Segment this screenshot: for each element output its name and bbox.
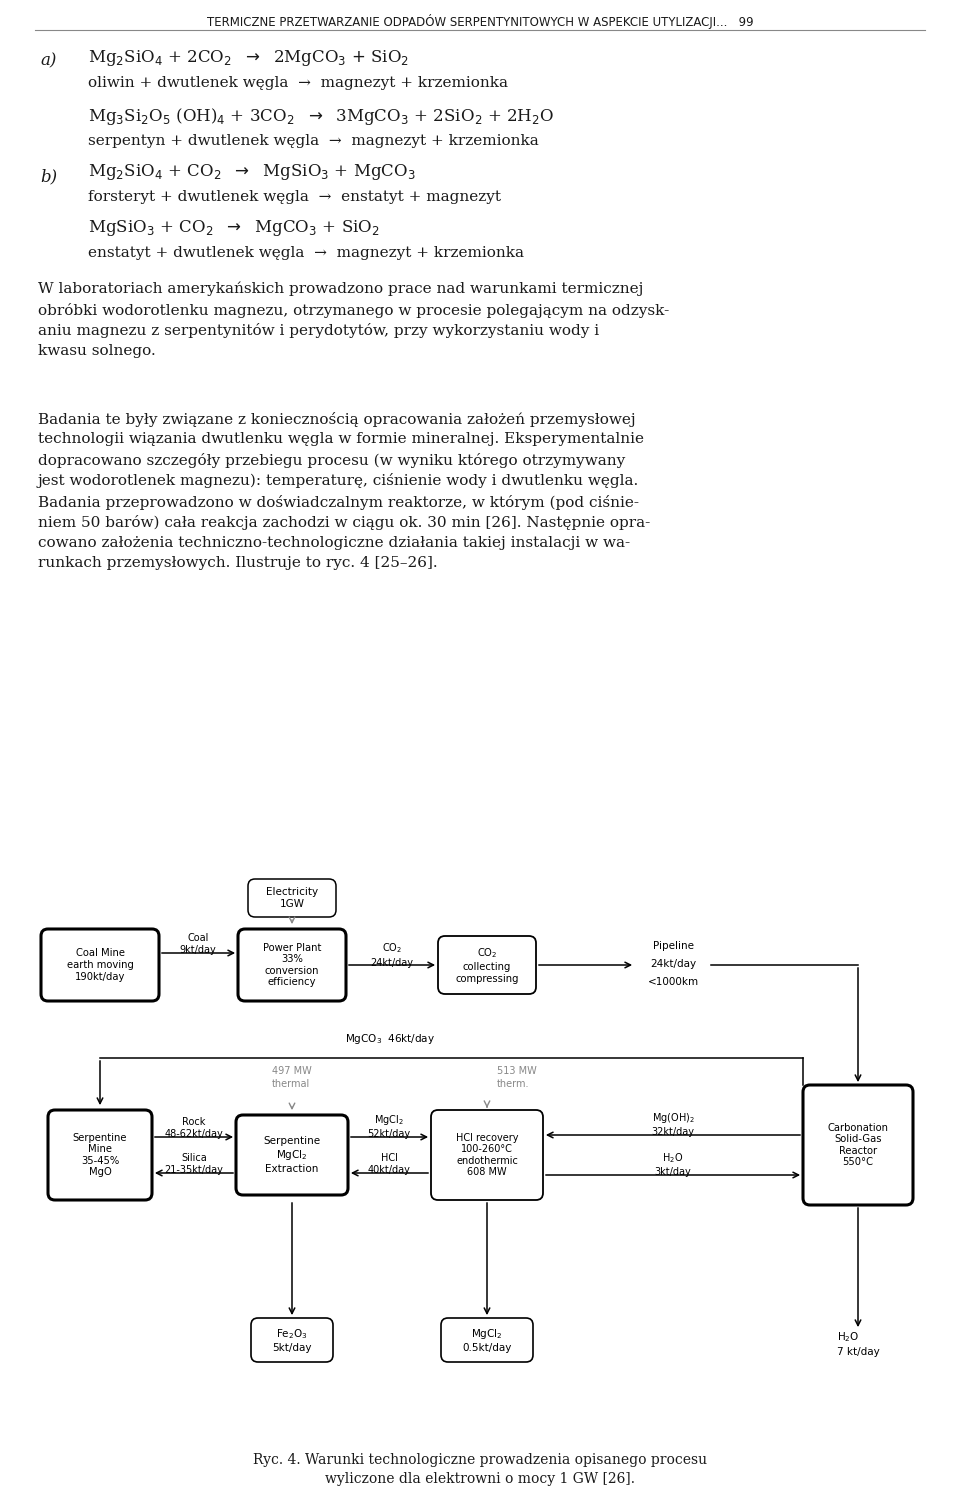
FancyBboxPatch shape <box>248 880 336 917</box>
Text: oliwin + dwutlenek węgla  →  magnezyt + krzemionka: oliwin + dwutlenek węgla → magnezyt + kr… <box>88 75 508 91</box>
FancyBboxPatch shape <box>431 1111 543 1200</box>
Text: forsteryt + dwutlenek węgla  →  enstatyt + magnezyt: forsteryt + dwutlenek węgla → enstatyt +… <box>88 190 501 204</box>
Text: Mg(OH)$_2$: Mg(OH)$_2$ <box>652 1111 694 1126</box>
FancyBboxPatch shape <box>48 1111 152 1200</box>
Text: b): b) <box>40 167 58 186</box>
Text: CO$_2$
collecting
compressing: CO$_2$ collecting compressing <box>455 946 518 984</box>
Text: Coal: Coal <box>187 933 208 943</box>
Text: HCl: HCl <box>380 1153 397 1163</box>
Text: W laboratoriach amerykańskich prowadzono prace nad warunkami termicznej
obróbki : W laboratoriach amerykańskich prowadzono… <box>38 282 669 358</box>
Text: 9kt/day: 9kt/day <box>180 945 216 955</box>
Text: a): a) <box>40 51 57 69</box>
Text: serpentyn + dwutlenek węgla  →  magnezyt + krzemionka: serpentyn + dwutlenek węgla → magnezyt +… <box>88 134 539 148</box>
Text: 497 MW
thermal: 497 MW thermal <box>272 1065 312 1089</box>
Text: MgCl$_2$
0.5kt/day: MgCl$_2$ 0.5kt/day <box>463 1328 512 1352</box>
Text: 52kt/day: 52kt/day <box>368 1129 411 1139</box>
Text: Mg$_3$Si$_2$O$_5$ (OH)$_4$ + 3CO$_2$  $\rightarrow$  3MgCO$_3$ + 2SiO$_2$ + 2H$_: Mg$_3$Si$_2$O$_5$ (OH)$_4$ + 3CO$_2$ $\r… <box>88 106 554 127</box>
Text: 40kt/day: 40kt/day <box>368 1165 411 1176</box>
Text: Serpentine
Mine
35-45%
MgO: Serpentine Mine 35-45% MgO <box>73 1133 128 1177</box>
Text: Mg$_2$SiO$_4$ + 2CO$_2$  $\rightarrow$  2MgCO$_3$ $+$ SiO$_2$: Mg$_2$SiO$_4$ + 2CO$_2$ $\rightarrow$ 2M… <box>88 48 409 68</box>
Text: 24kt/day: 24kt/day <box>371 958 414 967</box>
Text: 513 MW
therm.: 513 MW therm. <box>497 1065 537 1089</box>
Text: TERMICZNE PRZETWARZANIE ODPADÓW SERPENTYNITOWYCH W ASPEKCIE UTYLIZACJI...   99: TERMICZNE PRZETWARZANIE ODPADÓW SERPENTY… <box>206 14 754 29</box>
FancyBboxPatch shape <box>441 1317 533 1363</box>
Text: Carbonation
Solid-Gas
Reactor
550°C: Carbonation Solid-Gas Reactor 550°C <box>828 1123 889 1168</box>
FancyBboxPatch shape <box>236 1115 348 1195</box>
Text: 3kt/day: 3kt/day <box>655 1166 691 1177</box>
Text: CO$_2$: CO$_2$ <box>382 942 402 955</box>
Text: H$_2$O: H$_2$O <box>662 1151 684 1165</box>
Text: Coal Mine
earth moving
190kt/day: Coal Mine earth moving 190kt/day <box>66 948 133 981</box>
Text: Serpentine
MgCl$_2$
Extraction: Serpentine MgCl$_2$ Extraction <box>263 1136 321 1174</box>
FancyBboxPatch shape <box>803 1085 913 1206</box>
Text: Electricity
1GW: Electricity 1GW <box>266 887 318 908</box>
Text: Fe$_2$O$_3$
5kt/day: Fe$_2$O$_3$ 5kt/day <box>273 1328 312 1352</box>
Text: 48-62kt/day: 48-62kt/day <box>164 1129 224 1139</box>
Text: Ryc. 4. Warunki technologiczne prowadzenia opisanego procesu
wyliczone dla elekt: Ryc. 4. Warunki technologiczne prowadzen… <box>252 1453 708 1486</box>
Text: <1000km: <1000km <box>647 976 699 987</box>
Text: 24kt/day: 24kt/day <box>650 960 696 969</box>
Text: MgCl$_2$: MgCl$_2$ <box>374 1114 404 1127</box>
Text: MgCO$_3$  46kt/day: MgCO$_3$ 46kt/day <box>345 1032 435 1046</box>
Text: Mg$_2$SiO$_4$ + CO$_2$  $\rightarrow$  MgSiO$_3$ + MgCO$_3$: Mg$_2$SiO$_4$ + CO$_2$ $\rightarrow$ MgS… <box>88 161 416 183</box>
Text: Badania te były związane z koniecznością opracowania założeń przemysłowej
techno: Badania te były związane z koniecznością… <box>38 412 650 569</box>
Text: Silica: Silica <box>181 1153 206 1163</box>
FancyBboxPatch shape <box>438 936 536 994</box>
FancyBboxPatch shape <box>238 930 346 1000</box>
Text: enstatyt + dwutlenek węgla  →  magnezyt + krzemionka: enstatyt + dwutlenek węgla → magnezyt + … <box>88 246 524 260</box>
Text: H$_2$O
7 kt/day: H$_2$O 7 kt/day <box>836 1329 879 1357</box>
FancyBboxPatch shape <box>251 1317 333 1363</box>
Text: Rock: Rock <box>182 1117 205 1127</box>
Text: Pipeline: Pipeline <box>653 942 693 951</box>
Text: HCl recovery
100-260°C
endothermic
608 MW: HCl recovery 100-260°C endothermic 608 M… <box>456 1133 518 1177</box>
Text: 32kt/day: 32kt/day <box>652 1127 694 1136</box>
Text: Power Plant
33%
conversion
efficiency: Power Plant 33% conversion efficiency <box>263 943 322 987</box>
Text: MgSiO$_3$ + CO$_2$  $\rightarrow$  MgCO$_3$ + SiO$_2$: MgSiO$_3$ + CO$_2$ $\rightarrow$ MgCO$_3… <box>88 217 380 238</box>
FancyBboxPatch shape <box>41 930 159 1000</box>
Text: 21-35kt/day: 21-35kt/day <box>164 1165 224 1176</box>
